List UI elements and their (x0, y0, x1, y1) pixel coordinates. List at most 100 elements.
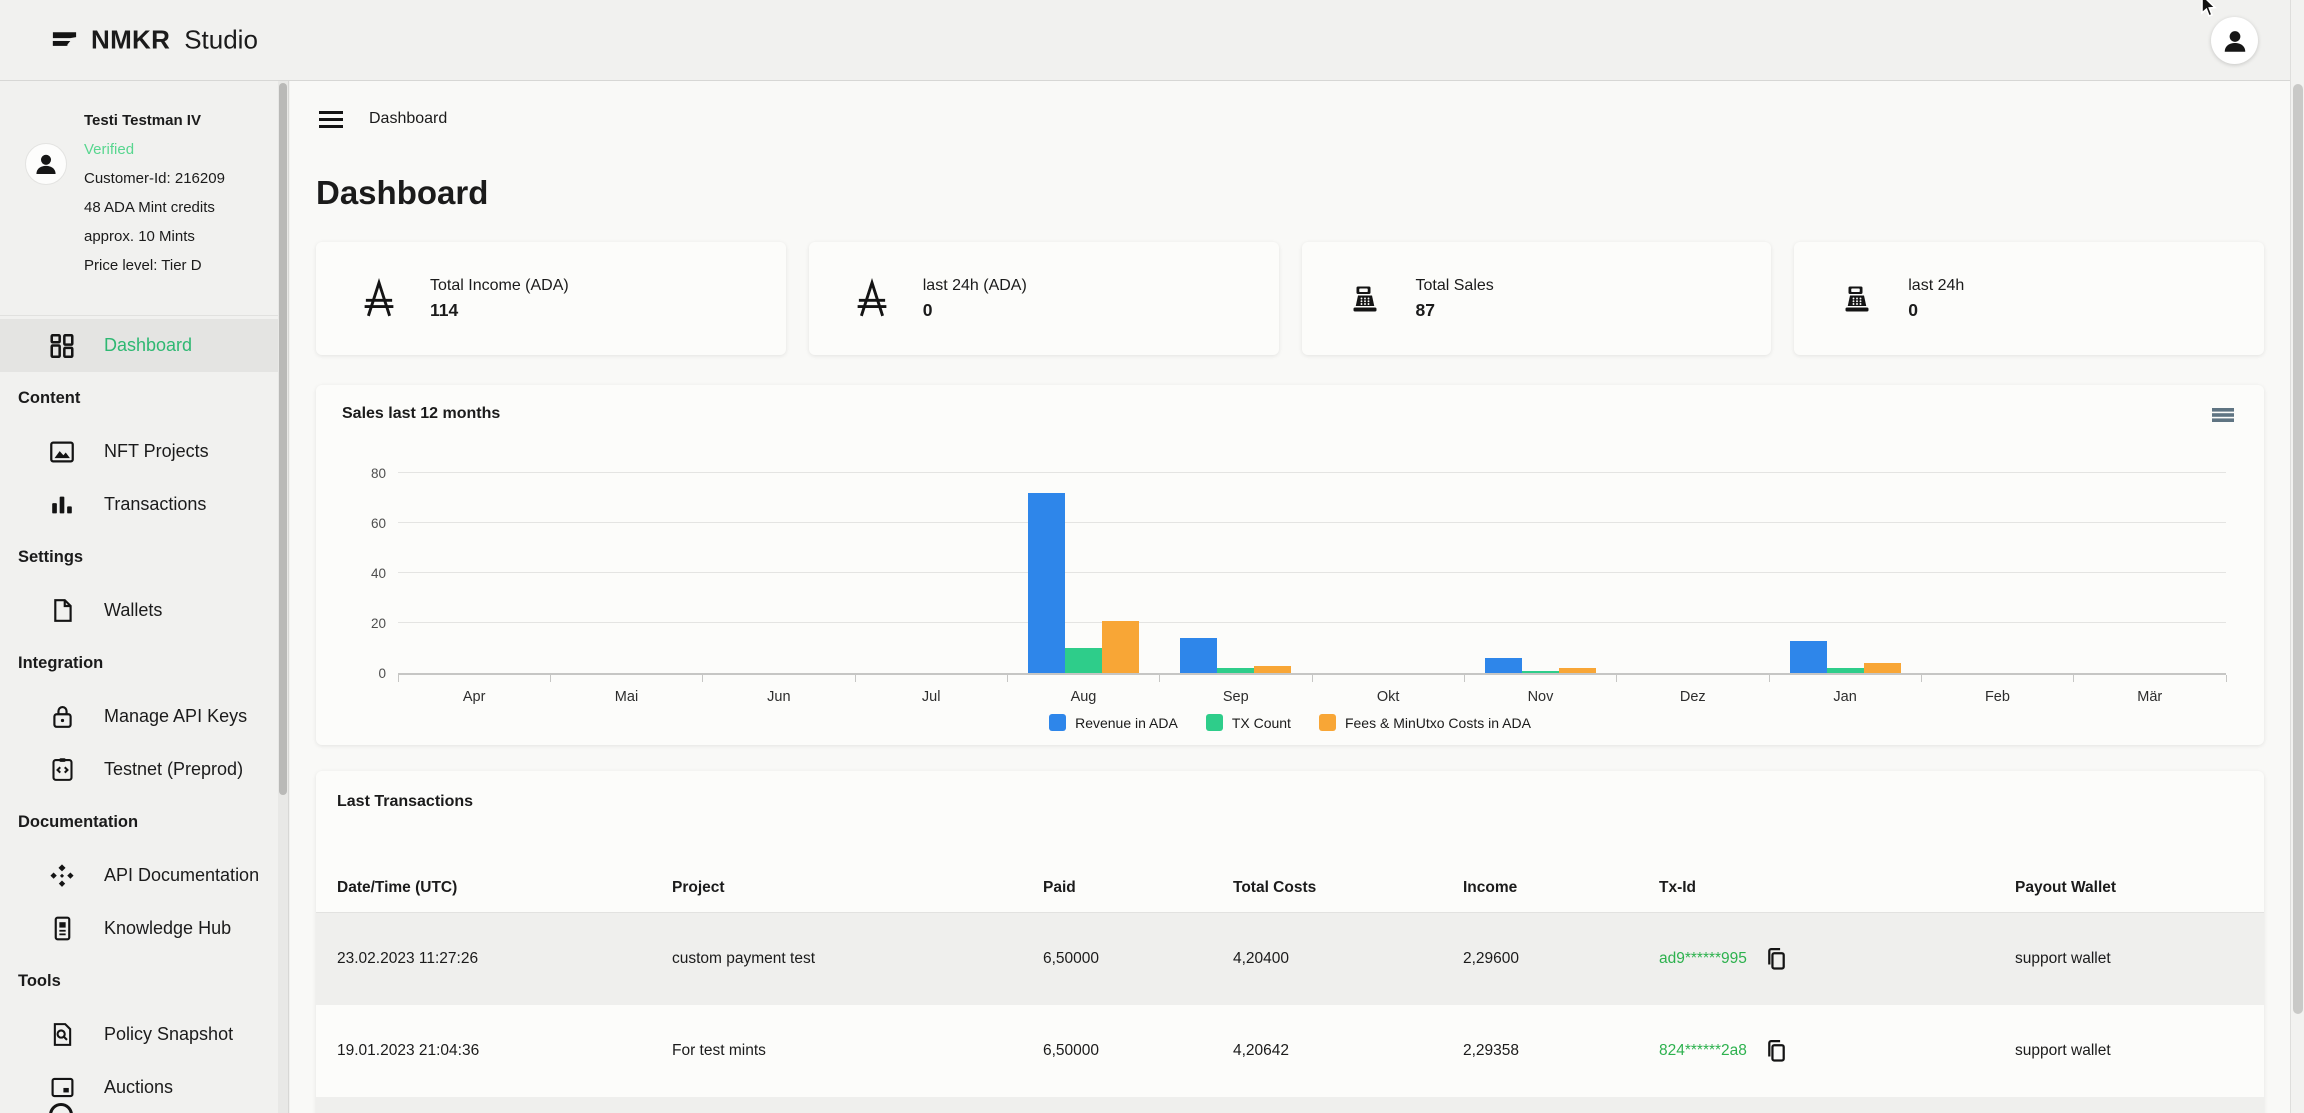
sidebar-item-manage-api-keys[interactable]: Manage API Keys (0, 690, 288, 743)
chart-x-tick (2073, 675, 2075, 682)
chart-y-tick-label: 60 (370, 516, 386, 531)
chart-x-label: Mai (614, 689, 639, 705)
sidebar-item-api-documentation[interactable]: API Documentation (0, 849, 288, 902)
chart-x-label: Dez (1679, 689, 1706, 705)
chart-x-tick (1311, 675, 1313, 682)
chart-month-group-nov (1464, 447, 1616, 673)
legend-item-tx-count[interactable]: TX Count (1205, 714, 1291, 731)
chart-x-label: Feb (1984, 689, 2010, 705)
sidebar-item-testnet-preprod[interactable]: Testnet (Preprod) (0, 743, 288, 796)
breadcrumb-current[interactable]: Dashboard (369, 110, 448, 127)
tx-id-link[interactable]: 824******2a8 (1659, 1042, 1747, 1059)
stat-card-label: Total Income (ADA) (430, 276, 569, 294)
sidebar-section-tools: Tools (18, 972, 61, 990)
sidebar-item-label: NFT Projects (104, 441, 209, 461)
table-col-header-payout-wallet: Payout Wallet (2015, 878, 2117, 896)
sales-chart-panel: Sales last 12 months 0 20 40 60 80 Apr Mai Jun… (316, 385, 2264, 745)
legend-item-revenue-in-ada[interactable]: Revenue in ADA (1049, 714, 1178, 731)
copy-tx-id-button[interactable] (1763, 1038, 1790, 1065)
chart-x-tick (397, 675, 399, 682)
chart-x-label: Jan (1833, 689, 1857, 705)
page-title: Dashboard (316, 174, 489, 211)
chart-bar-tx-count[interactable] (1826, 668, 1864, 673)
cell-datetime: 23.02.2023 11:27:26 (337, 950, 479, 967)
sidebar-item-wallets[interactable]: Wallets (0, 584, 288, 637)
chart-bar-tx-count[interactable] (1521, 670, 1559, 673)
sidebar-item-nft-projects[interactable]: NFT Projects (0, 425, 288, 478)
chart-month-group-aug (1007, 447, 1159, 673)
legend-item-fees-minutxo-costs-in-ada[interactable]: Fees & MinUtxo Costs in ADA (1318, 714, 1531, 731)
sidebar-item-dashboard[interactable]: Dashboard (0, 319, 288, 372)
sidebar-avatar (25, 143, 67, 185)
brand-logo[interactable]: NMKR Studio (49, 25, 258, 56)
cash-register-icon (1842, 284, 1872, 314)
legend-label: Revenue in ADA (1075, 714, 1178, 731)
chart-x-label: Sep (1222, 689, 1249, 705)
chart-x-tick (1920, 675, 1922, 682)
page-scrollbar-thumb[interactable] (2293, 84, 2303, 1014)
chart-bar-tx-count[interactable] (1064, 648, 1102, 673)
chart-bar-revenue-in-ada[interactable] (1484, 658, 1522, 673)
sidebar-scrollbar-thumb[interactable] (279, 83, 287, 795)
topbar: NMKR Studio (0, 0, 2304, 81)
testnet-icon (47, 755, 77, 785)
chart-x-tick (1006, 675, 1008, 682)
transactions-icon (47, 490, 77, 520)
chart-x-tick (1616, 675, 1618, 682)
chart-bar-fees-minutxo-costs-in-ada[interactable] (1558, 668, 1596, 673)
chart-month-group-feb (1921, 447, 2073, 673)
dashboard-icon (47, 331, 77, 361)
cell-paid: 6,50000 (1043, 1042, 1100, 1059)
chart-gridline (398, 472, 2226, 473)
stat-card-label: Total Sales (1415, 276, 1494, 294)
chart-x-label: Okt (1376, 689, 1400, 705)
last-transactions-panel: Last Transactions Date/Time (UTC) Project… (316, 771, 2264, 1113)
cell-tx-id: ad9******995 (1659, 946, 2015, 973)
sidebar-section-integration: Integration (18, 654, 104, 672)
chart-bar-fees-minutxo-costs-in-ada[interactable] (1863, 663, 1901, 673)
api-keys-icon (47, 702, 77, 732)
user-approx-mints: approx. 10 Mints (84, 228, 195, 245)
copy-tx-id-button[interactable] (1763, 946, 1790, 973)
table-col-header-income: Income (1463, 878, 1518, 896)
chart-bar-fees-minutxo-costs-in-ada[interactable] (1254, 665, 1292, 673)
account-menu-button[interactable] (2211, 17, 2258, 64)
nmkr-logo-icon (49, 25, 79, 55)
chart-menu-icon[interactable] (2212, 407, 2234, 423)
sidebar-scrollbar-track (278, 81, 288, 1113)
chart-month-group-sep (1160, 447, 1312, 673)
chart-bar-tx-count[interactable] (1217, 668, 1255, 673)
cell-total-costs: 4,20642 (1233, 1042, 1290, 1059)
chart-month-group-m-r (2074, 447, 2226, 673)
sidebar-item-label: Wallets (104, 600, 163, 620)
stat-card-value: 114 (430, 299, 459, 320)
chart-bar-revenue-in-ada[interactable] (1180, 638, 1218, 673)
table-body: 23.02.2023 11:27:26 custom payment test 6,… (316, 913, 2264, 1097)
breadcrumb: Dashboard (316, 102, 2304, 136)
sidebar-item-label: Manage API Keys (104, 706, 248, 726)
chart-y-tick-label: 40 (370, 566, 386, 581)
chart-bar-revenue-in-ada[interactable] (1027, 493, 1065, 673)
sidebar-item-label: Policy Snapshot (104, 1024, 234, 1044)
user-price-level: Price level: Tier D (84, 257, 202, 274)
stat-card-value: 0 (1908, 299, 1918, 320)
stat-card-value: 87 (1415, 299, 1435, 320)
stat-card-label: last 24h (ADA) (922, 276, 1027, 294)
auctions-icon (47, 1073, 77, 1103)
brand-suffix: Studio (184, 24, 258, 55)
chart-x-tick (1463, 675, 1465, 682)
sidebar-toggle-hamburger-icon[interactable] (316, 104, 346, 134)
sidebar-item-transactions[interactable]: Transactions (0, 478, 288, 531)
sidebar-item-auctions[interactable]: Auctions (0, 1061, 288, 1113)
chart-y-tick-label: 0 (378, 666, 386, 681)
sidebar-item-policy-snapshot[interactable]: Policy Snapshot (0, 1008, 288, 1061)
chart-legend: Revenue in ADA TX Count Fees & MinUtxo Cos… (342, 714, 2238, 731)
user-customer-id: Customer-Id: 216209 (84, 170, 225, 187)
chart-title: Sales last 12 months (342, 405, 501, 422)
legend-swatch (1318, 714, 1336, 731)
user-mint-credits: 48 ADA Mint credits (84, 199, 215, 216)
tx-id-link[interactable]: ad9******995 (1659, 950, 1747, 967)
chart-bar-revenue-in-ada[interactable] (1789, 640, 1827, 673)
chart-bar-fees-minutxo-costs-in-ada[interactable] (1101, 620, 1139, 673)
sidebar-item-knowledge-hub[interactable]: Knowledge Hub (0, 902, 288, 955)
